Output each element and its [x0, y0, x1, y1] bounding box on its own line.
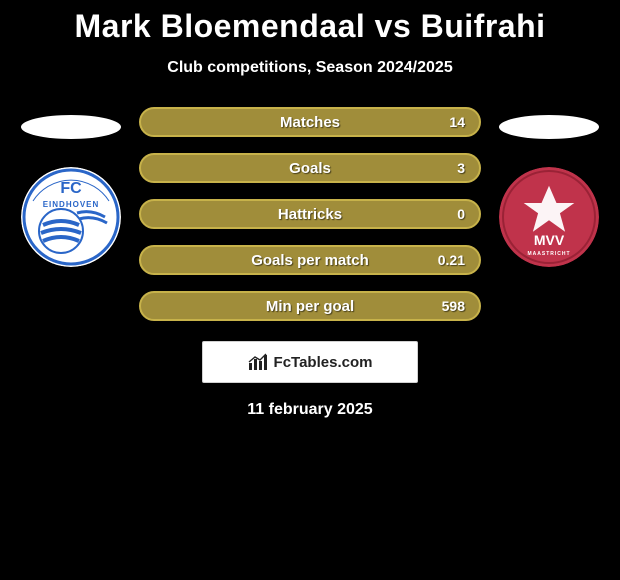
right-club-badge: MVV MAASTRICHT — [499, 167, 599, 267]
svg-text:FC: FC — [60, 180, 82, 197]
stat-value: 0.21 — [438, 252, 465, 268]
stat-value: 14 — [449, 114, 465, 130]
stats-column: Matches 14 Goals 3 Hattricks 0 Goals per… — [139, 107, 481, 321]
page-title: Mark Bloemendaal vs Buifrahi — [0, 8, 620, 45]
left-side-column: FC EINDHOVEN — [21, 115, 121, 267]
mvv-logo-icon: MVV MAASTRICHT — [499, 167, 599, 267]
left-player-ellipse — [21, 115, 121, 139]
stat-label: Min per goal — [141, 298, 479, 315]
attribution-box[interactable]: FcTables.com — [202, 341, 418, 383]
stat-pill-min-per-goal: Min per goal 598 — [139, 291, 481, 321]
stat-pill-matches: Matches 14 — [139, 107, 481, 137]
stat-label: Goals — [141, 160, 479, 177]
svg-text:MVV: MVV — [534, 232, 565, 248]
stat-pill-goals-per-match: Goals per match 0.21 — [139, 245, 481, 275]
stat-value: 3 — [457, 160, 465, 176]
stat-value: 0 — [457, 206, 465, 222]
stat-label: Matches — [141, 114, 479, 131]
bar-chart-icon — [248, 353, 270, 371]
right-side-column: MVV MAASTRICHT — [499, 115, 599, 267]
stat-label: Hattricks — [141, 206, 479, 223]
fc-eindhoven-logo-icon: FC EINDHOVEN — [21, 167, 121, 267]
left-club-badge: FC EINDHOVEN — [21, 167, 121, 267]
stat-value: 598 — [442, 298, 465, 314]
attribution-brand: FcTables.com — [274, 354, 373, 371]
stat-pill-goals: Goals 3 — [139, 153, 481, 183]
svg-text:MAASTRICHT: MAASTRICHT — [527, 251, 570, 257]
main-row: FC EINDHOVEN Matches 14 — [0, 115, 620, 321]
stat-label: Goals per match — [141, 252, 479, 269]
page-subtitle: Club competitions, Season 2024/2025 — [0, 59, 620, 77]
svg-text:EINDHOVEN: EINDHOVEN — [43, 200, 100, 209]
infographic-root: Mark Bloemendaal vs Buifrahi Club compet… — [0, 0, 620, 419]
date-line: 11 february 2025 — [0, 401, 620, 419]
right-player-ellipse — [499, 115, 599, 139]
stat-pill-hattricks: Hattricks 0 — [139, 199, 481, 229]
